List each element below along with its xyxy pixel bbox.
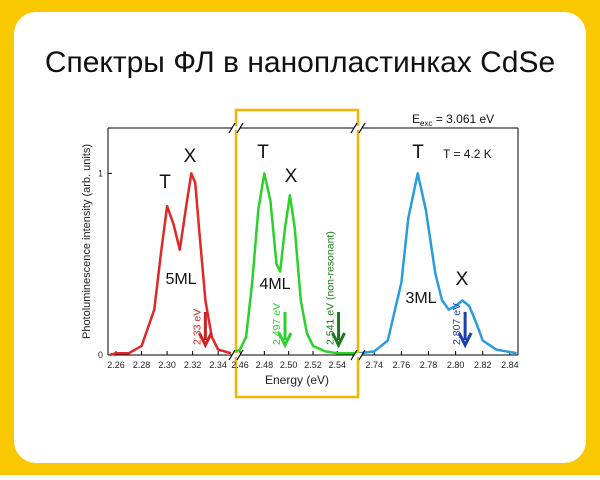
y-tick-label: 0: [98, 350, 103, 360]
annotation-label: 2.33 eV: [191, 309, 203, 345]
plot: 2.26 2.28 2.30 2.32 2.34 0 1 Photoluminescence …: [81, 112, 519, 387]
axis-break: [228, 122, 244, 134]
axis-break-gap: [232, 126, 240, 130]
excitation-symbol: E: [412, 112, 420, 126]
x-tick-label: 2.84: [501, 360, 519, 370]
x-tick-label: 2.28: [133, 360, 151, 370]
temperature: T = 4.2 K: [443, 147, 492, 161]
axis-break: [350, 122, 366, 134]
x-tick-label: 2.50: [280, 360, 298, 370]
axis-break-gap: [354, 353, 362, 357]
x-tick-label: 2.76: [393, 360, 411, 370]
highlight-box: [234, 108, 360, 399]
peak-label: X: [456, 269, 469, 290]
peak-label: 4ML: [259, 276, 290, 293]
x-tick-label: 2.52: [304, 360, 322, 370]
y-tick-label: 1: [98, 168, 103, 178]
annotation-label: 2.541 eV (non-resonant): [325, 231, 337, 345]
x-axis-label: Energy (eV): [265, 373, 329, 387]
axis-break-gap: [354, 126, 362, 130]
x-tick-label: 2.30: [158, 360, 176, 370]
x-tick-label: 2.80: [447, 360, 465, 370]
peak-label: 5ML: [165, 271, 196, 288]
annotation-label: 2.497 eV: [271, 303, 283, 345]
x-tick-label: 2.48: [256, 360, 274, 370]
x-tick-label: 2.74: [366, 360, 384, 370]
x-tick-label: 2.46: [231, 360, 249, 370]
annotation-label: 2.807 eV: [451, 303, 463, 345]
peak-label: X: [184, 146, 197, 167]
slide-body: [14, 12, 586, 463]
slide-title: Спектры ФЛ в нанопластинках CdSe: [45, 46, 555, 79]
y-axis-label: Photoluminescence intensity (arb. units): [81, 144, 93, 339]
axis-break: [228, 349, 244, 361]
excitation-energy: Eexc = 3.061 eV: [412, 112, 494, 128]
arrow: [198, 312, 213, 349]
spectrum-line: [109, 172, 232, 357]
peak-label: T: [257, 142, 269, 163]
x-tick-label: 2.54: [329, 360, 347, 370]
spectrum-line: [235, 172, 357, 355]
peak-label: 3ML: [405, 290, 436, 307]
x-tick-label: 2.32: [184, 360, 202, 370]
x-tick-label: 2.34: [209, 360, 227, 370]
arrow: [277, 312, 293, 349]
spectrum-line: [359, 172, 517, 355]
axis-break-gap: [232, 353, 240, 357]
axis-break: [350, 349, 366, 361]
x-tick-label: 2.26: [107, 360, 125, 370]
peak-label: X: [285, 166, 298, 187]
peak-label: T: [159, 172, 171, 193]
x-tick-label: 2.78: [420, 360, 438, 370]
peak-label: T: [412, 142, 424, 163]
excitation-value: = 3.061 eV: [432, 112, 494, 126]
x-tick-label: 2.82: [474, 360, 492, 370]
arrow: [457, 312, 473, 349]
arrow: [331, 312, 346, 349]
excitation-subscript: exc: [420, 119, 432, 128]
